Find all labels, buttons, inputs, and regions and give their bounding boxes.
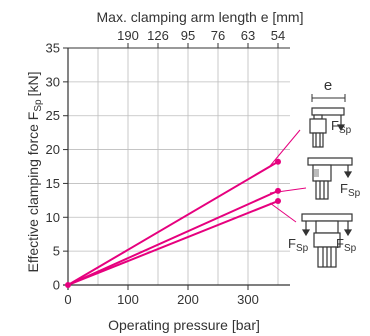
top-tick-label: 190 bbox=[117, 28, 139, 43]
series-line-3 bbox=[67, 200, 279, 286]
series-line-2 bbox=[67, 189, 279, 286]
x-tick-label: 300 bbox=[237, 292, 259, 307]
clamp-illustration-single-arm bbox=[309, 94, 346, 148]
series-lines bbox=[65, 158, 281, 288]
top-tick-label: 63 bbox=[241, 28, 255, 43]
top-tick-label: 126 bbox=[147, 28, 169, 43]
y-tick-label: 10 bbox=[46, 210, 60, 225]
top-tick-label: 76 bbox=[211, 28, 225, 43]
grid bbox=[68, 47, 290, 285]
leader-line-3 bbox=[269, 202, 297, 223]
y-tick-label: 20 bbox=[46, 142, 60, 157]
y-tick-label: 35 bbox=[46, 41, 60, 56]
clamp-illustration-double-arm bbox=[301, 213, 353, 268]
y-tick-label: 15 bbox=[46, 176, 60, 191]
series-end-marker-3 bbox=[275, 198, 281, 205]
y-tick-label: 30 bbox=[46, 74, 60, 89]
y-tick-label: 0 bbox=[53, 278, 60, 293]
y-axis-title-unit: [kN] bbox=[25, 72, 41, 97]
origin-marker bbox=[65, 282, 71, 288]
force-label-1: FSp bbox=[331, 118, 352, 136]
y-tick-label: 5 bbox=[53, 244, 60, 259]
clamp-diagrams bbox=[301, 94, 353, 268]
axes bbox=[63, 43, 290, 290]
leader-line-2 bbox=[269, 187, 307, 194]
top-tick-label: 54 bbox=[271, 28, 285, 43]
top-tick-label: 95 bbox=[181, 28, 195, 43]
force-label-2: FSp bbox=[340, 181, 361, 199]
force-label-3-right: FSp bbox=[336, 236, 357, 254]
y-tick-label: 25 bbox=[46, 108, 60, 123]
series-end-marker-2 bbox=[275, 187, 281, 194]
y-axis-title-main: Effective clamping force F bbox=[25, 112, 41, 273]
tick-labels: 0 5 10 15 20 25 30 35 0 100 200 300 190 126 95 76 63 54 bbox=[46, 28, 286, 307]
clamp-illustration-hatched bbox=[307, 157, 353, 200]
top-axis-title: Max. clamping arm length e [mm] bbox=[97, 9, 304, 25]
leader-line-1 bbox=[269, 129, 301, 167]
x-axis-title: Operating pressure [bar] bbox=[108, 317, 260, 333]
dimension-label-e: e bbox=[324, 77, 332, 94]
force-label-3-left: FSp bbox=[288, 236, 309, 254]
series-end-marker-1 bbox=[275, 158, 281, 165]
series-line-1 bbox=[67, 160, 279, 286]
leader-lines bbox=[269, 129, 307, 223]
x-tick-label: 0 bbox=[64, 292, 71, 307]
x-tick-label: 100 bbox=[117, 292, 139, 307]
y-axis-title-sub: Sp bbox=[33, 99, 44, 112]
x-tick-label: 200 bbox=[177, 292, 199, 307]
y-axis-title: Effective clamping force FSp [kN] bbox=[25, 72, 44, 273]
